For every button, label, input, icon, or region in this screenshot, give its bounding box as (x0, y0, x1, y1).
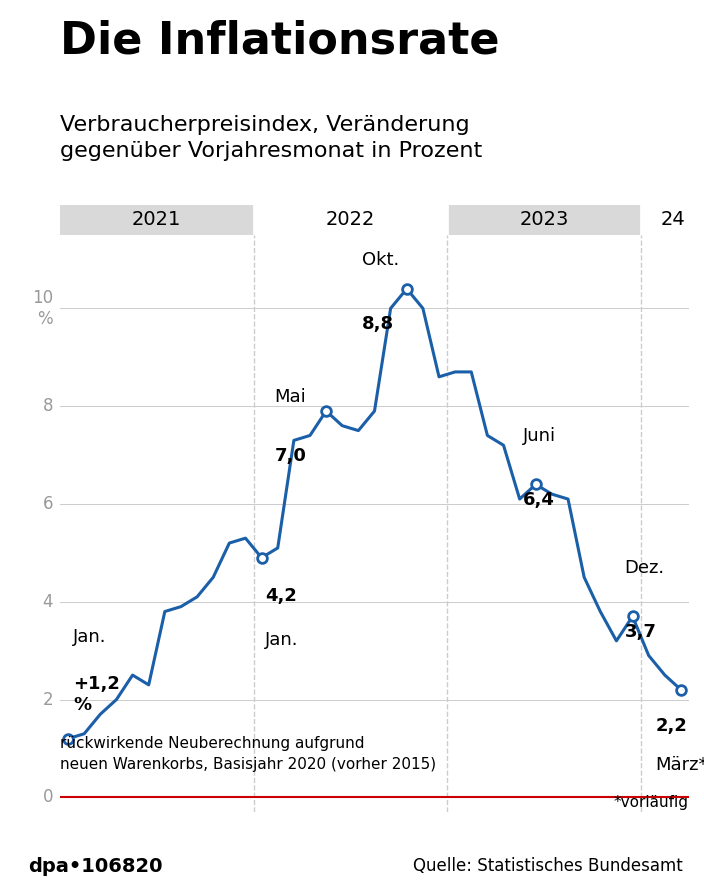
Text: Jan.: Jan. (73, 628, 106, 646)
Bar (60, 205, 253, 235)
Text: Juni: Juni (523, 427, 556, 445)
Text: 3,7: 3,7 (624, 623, 656, 641)
Text: März*: März* (655, 756, 704, 774)
Text: 8,8: 8,8 (362, 315, 394, 333)
Text: rückwirkende Neuberechnung aufgrund
neuen Warenkorbs, Basisjahr 2020 (vorher 201: rückwirkende Neuberechnung aufgrund neue… (60, 736, 436, 773)
Text: Mai: Mai (275, 388, 306, 406)
Text: Dez.: Dez. (624, 559, 665, 578)
Text: 6,4: 6,4 (523, 490, 555, 509)
Bar (253, 205, 447, 235)
Text: 2022: 2022 (326, 211, 375, 229)
Text: 24: 24 (660, 211, 685, 229)
Text: 2023: 2023 (519, 211, 569, 229)
Bar (641, 205, 689, 235)
Text: 7,0: 7,0 (275, 447, 306, 465)
Text: 4,2: 4,2 (265, 587, 296, 605)
Bar (447, 205, 641, 235)
Text: Die Inflationsrate: Die Inflationsrate (60, 20, 500, 63)
Text: +1,2
%: +1,2 % (73, 676, 120, 714)
Text: 2,2: 2,2 (655, 717, 687, 735)
Text: dpa•106820: dpa•106820 (28, 857, 163, 876)
Text: 2021: 2021 (132, 211, 182, 229)
Text: Quelle: Statistisches Bundesamt: Quelle: Statistisches Bundesamt (413, 857, 683, 876)
Text: Verbraucherpreisindex, Veränderung
gegenüber Vorjahresmonat in Prozent: Verbraucherpreisindex, Veränderung gegen… (60, 115, 482, 161)
Text: Okt.: Okt. (362, 251, 399, 269)
Text: *vorläufig: *vorläufig (614, 795, 689, 810)
Text: Jan.: Jan. (265, 632, 298, 649)
